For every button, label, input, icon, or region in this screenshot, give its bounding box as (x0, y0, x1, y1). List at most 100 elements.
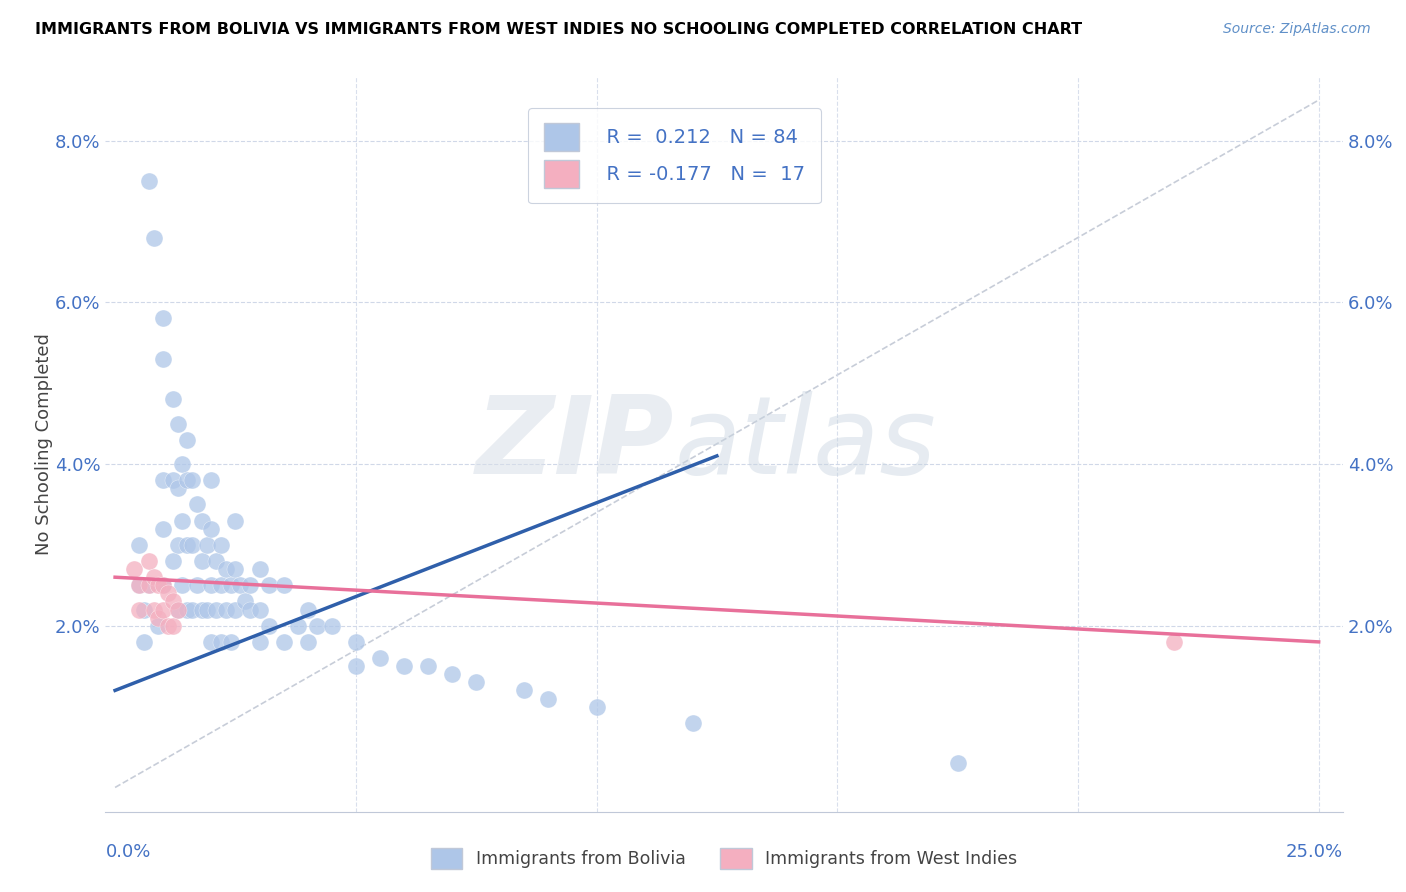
Point (181, 473, 204, 487)
Point (152, 602, 174, 616)
Point (513, 683, 536, 698)
Point (132, 635, 155, 649)
Point (273, 635, 295, 649)
Point (297, 602, 319, 616)
Point (128, 578, 150, 592)
Point (138, 554, 160, 568)
Point (152, 311, 174, 326)
Point (166, 538, 188, 552)
Point (176, 602, 198, 616)
Point (682, 715, 704, 730)
Point (176, 538, 198, 552)
Point (273, 578, 295, 592)
Point (205, 554, 228, 568)
Point (215, 602, 238, 616)
Point (229, 578, 252, 592)
Point (287, 618, 309, 632)
Point (224, 514, 246, 528)
Point (215, 562, 238, 576)
Point (195, 602, 218, 616)
Point (224, 602, 246, 616)
Point (190, 514, 212, 528)
Point (186, 578, 208, 592)
Point (205, 602, 228, 616)
Point (152, 522, 174, 536)
Point (233, 594, 256, 608)
Point (249, 562, 271, 576)
Point (392, 659, 415, 673)
Point (172, 578, 194, 592)
Point (368, 651, 391, 665)
Point (128, 602, 150, 616)
Point (138, 578, 160, 592)
Point (157, 586, 180, 600)
Point (172, 457, 194, 471)
Point (257, 578, 280, 592)
Point (166, 602, 188, 616)
Point (181, 538, 204, 552)
Point (200, 578, 222, 592)
Point (128, 578, 150, 592)
Point (152, 351, 174, 366)
Point (162, 594, 184, 608)
Point (239, 578, 262, 592)
Point (1163, 635, 1185, 649)
Point (181, 602, 204, 616)
Point (344, 635, 367, 649)
Point (344, 659, 367, 673)
Point (224, 562, 246, 576)
Point (946, 756, 969, 771)
Point (585, 699, 607, 714)
Point (176, 433, 198, 447)
Point (142, 570, 165, 584)
Point (239, 602, 262, 616)
Point (152, 578, 174, 592)
Text: atlas: atlas (675, 392, 936, 496)
Point (249, 635, 271, 649)
Text: IMMIGRANTS FROM BOLIVIA VS IMMIGRANTS FROM WEST INDIES NO SCHOOLING COMPLETED CO: IMMIGRANTS FROM BOLIVIA VS IMMIGRANTS FR… (35, 22, 1083, 37)
Point (200, 473, 222, 487)
Point (157, 618, 180, 632)
Point (138, 578, 160, 592)
Point (321, 618, 343, 632)
Point (162, 392, 184, 407)
Point (219, 635, 242, 649)
Point (142, 230, 165, 244)
Point (537, 691, 560, 706)
Point (142, 602, 165, 616)
Point (416, 659, 439, 673)
Point (148, 610, 170, 624)
Text: 0.0%: 0.0% (105, 843, 150, 861)
Point (132, 602, 155, 616)
Y-axis label: No Schooling Completed: No Schooling Completed (35, 333, 53, 555)
Point (148, 618, 170, 632)
Point (190, 602, 212, 616)
Text: 25.0%: 25.0% (1285, 843, 1343, 861)
Point (249, 602, 271, 616)
Point (162, 473, 184, 487)
Point (166, 417, 188, 431)
Point (186, 497, 208, 511)
Legend:   R =  0.212   N = 84,   R = -0.177   N =  17: R = 0.212 N = 84, R = -0.177 N = 17 (529, 108, 821, 203)
Point (209, 538, 232, 552)
Point (209, 578, 232, 592)
Point (152, 473, 174, 487)
Point (219, 578, 242, 592)
Text: ZIP: ZIP (477, 391, 675, 497)
Point (162, 618, 184, 632)
Point (195, 538, 218, 552)
Point (128, 538, 150, 552)
Point (209, 635, 232, 649)
Point (307, 618, 329, 632)
Point (148, 578, 170, 592)
Point (176, 473, 198, 487)
Point (200, 635, 222, 649)
Point (257, 618, 280, 632)
Point (152, 578, 174, 592)
Point (124, 562, 146, 576)
Point (441, 667, 464, 681)
Point (465, 675, 488, 690)
Point (166, 602, 188, 616)
Point (162, 554, 184, 568)
Point (297, 635, 319, 649)
